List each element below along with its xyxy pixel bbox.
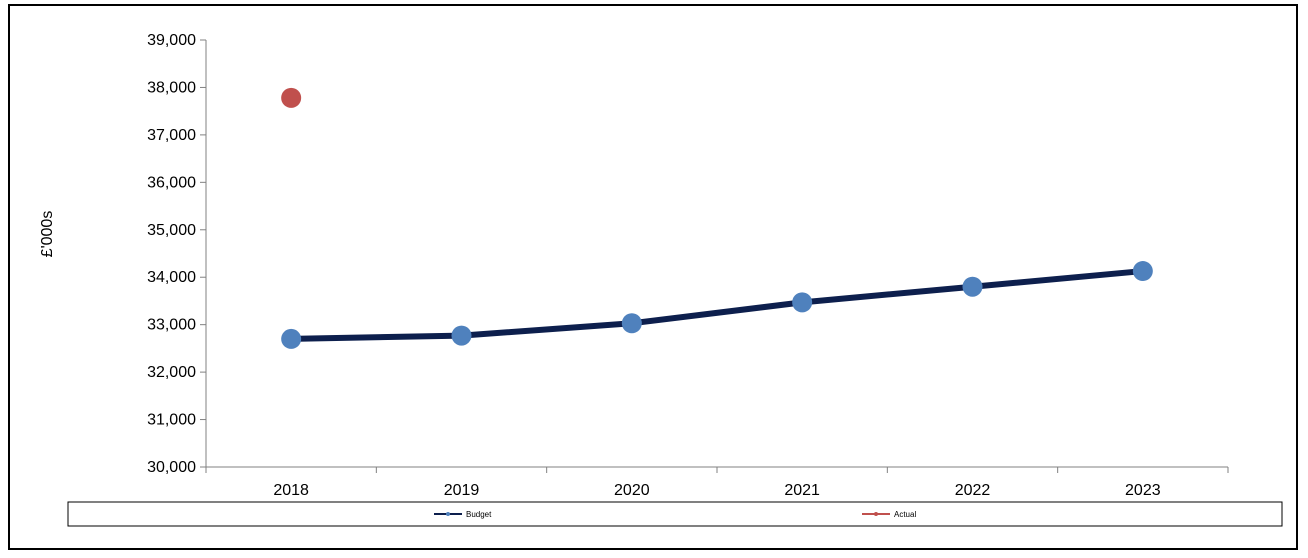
data-point-budget [792,292,813,313]
x-tick-label: 2018 [273,482,309,499]
series-layer [281,87,1153,349]
y-tick-label: 34,000 [147,269,196,286]
chart-frame: 30,000 31,000 32,000 33,000 34,000 35,000 36,0… [8,4,1298,550]
y-tick-label: 36,000 [147,174,196,191]
x-tick-label: 2020 [614,482,650,499]
data-point-budget [451,325,472,346]
data-point-budget [962,276,983,297]
data-point-budget [1132,261,1153,282]
x-tick-label: 2023 [1125,482,1161,499]
y-tick-label: 35,000 [147,222,196,239]
series-line-budget [291,268,1144,342]
y-tick-label: 31,000 [147,412,196,429]
data-point-budget [621,313,642,334]
legend-label-actual: Actual [894,510,916,519]
legend-marker-budget [446,512,450,516]
data-point-budget [281,328,302,349]
x-axis: 2018 2019 2020 2021 2022 2023 [205,466,1229,499]
y-axis: 30,000 31,000 32,000 33,000 34,000 35,000 36,0… [147,32,207,476]
y-axis-title: £'000s [39,211,56,258]
y-tick-label: 39,000 [147,32,196,49]
y-tick-label: 37,000 [147,127,196,144]
legend-label-budget: Budget [466,510,492,519]
legend-box [67,501,1283,527]
data-point-actual [281,87,302,108]
line-chart: 30,000 31,000 32,000 33,000 34,000 35,000 36,0… [39,32,1283,527]
y-tick-label: 33,000 [147,317,196,334]
y-tick-label: 32,000 [147,364,196,381]
legend: Budget Actual [67,501,1283,527]
x-tick-label: 2022 [955,482,991,499]
x-tick-label: 2019 [444,482,480,499]
x-tick-label: 2021 [784,482,820,499]
legend-marker-actual [874,512,878,516]
y-tick-label: 38,000 [147,79,196,96]
y-tick-label: 30,000 [147,459,196,476]
